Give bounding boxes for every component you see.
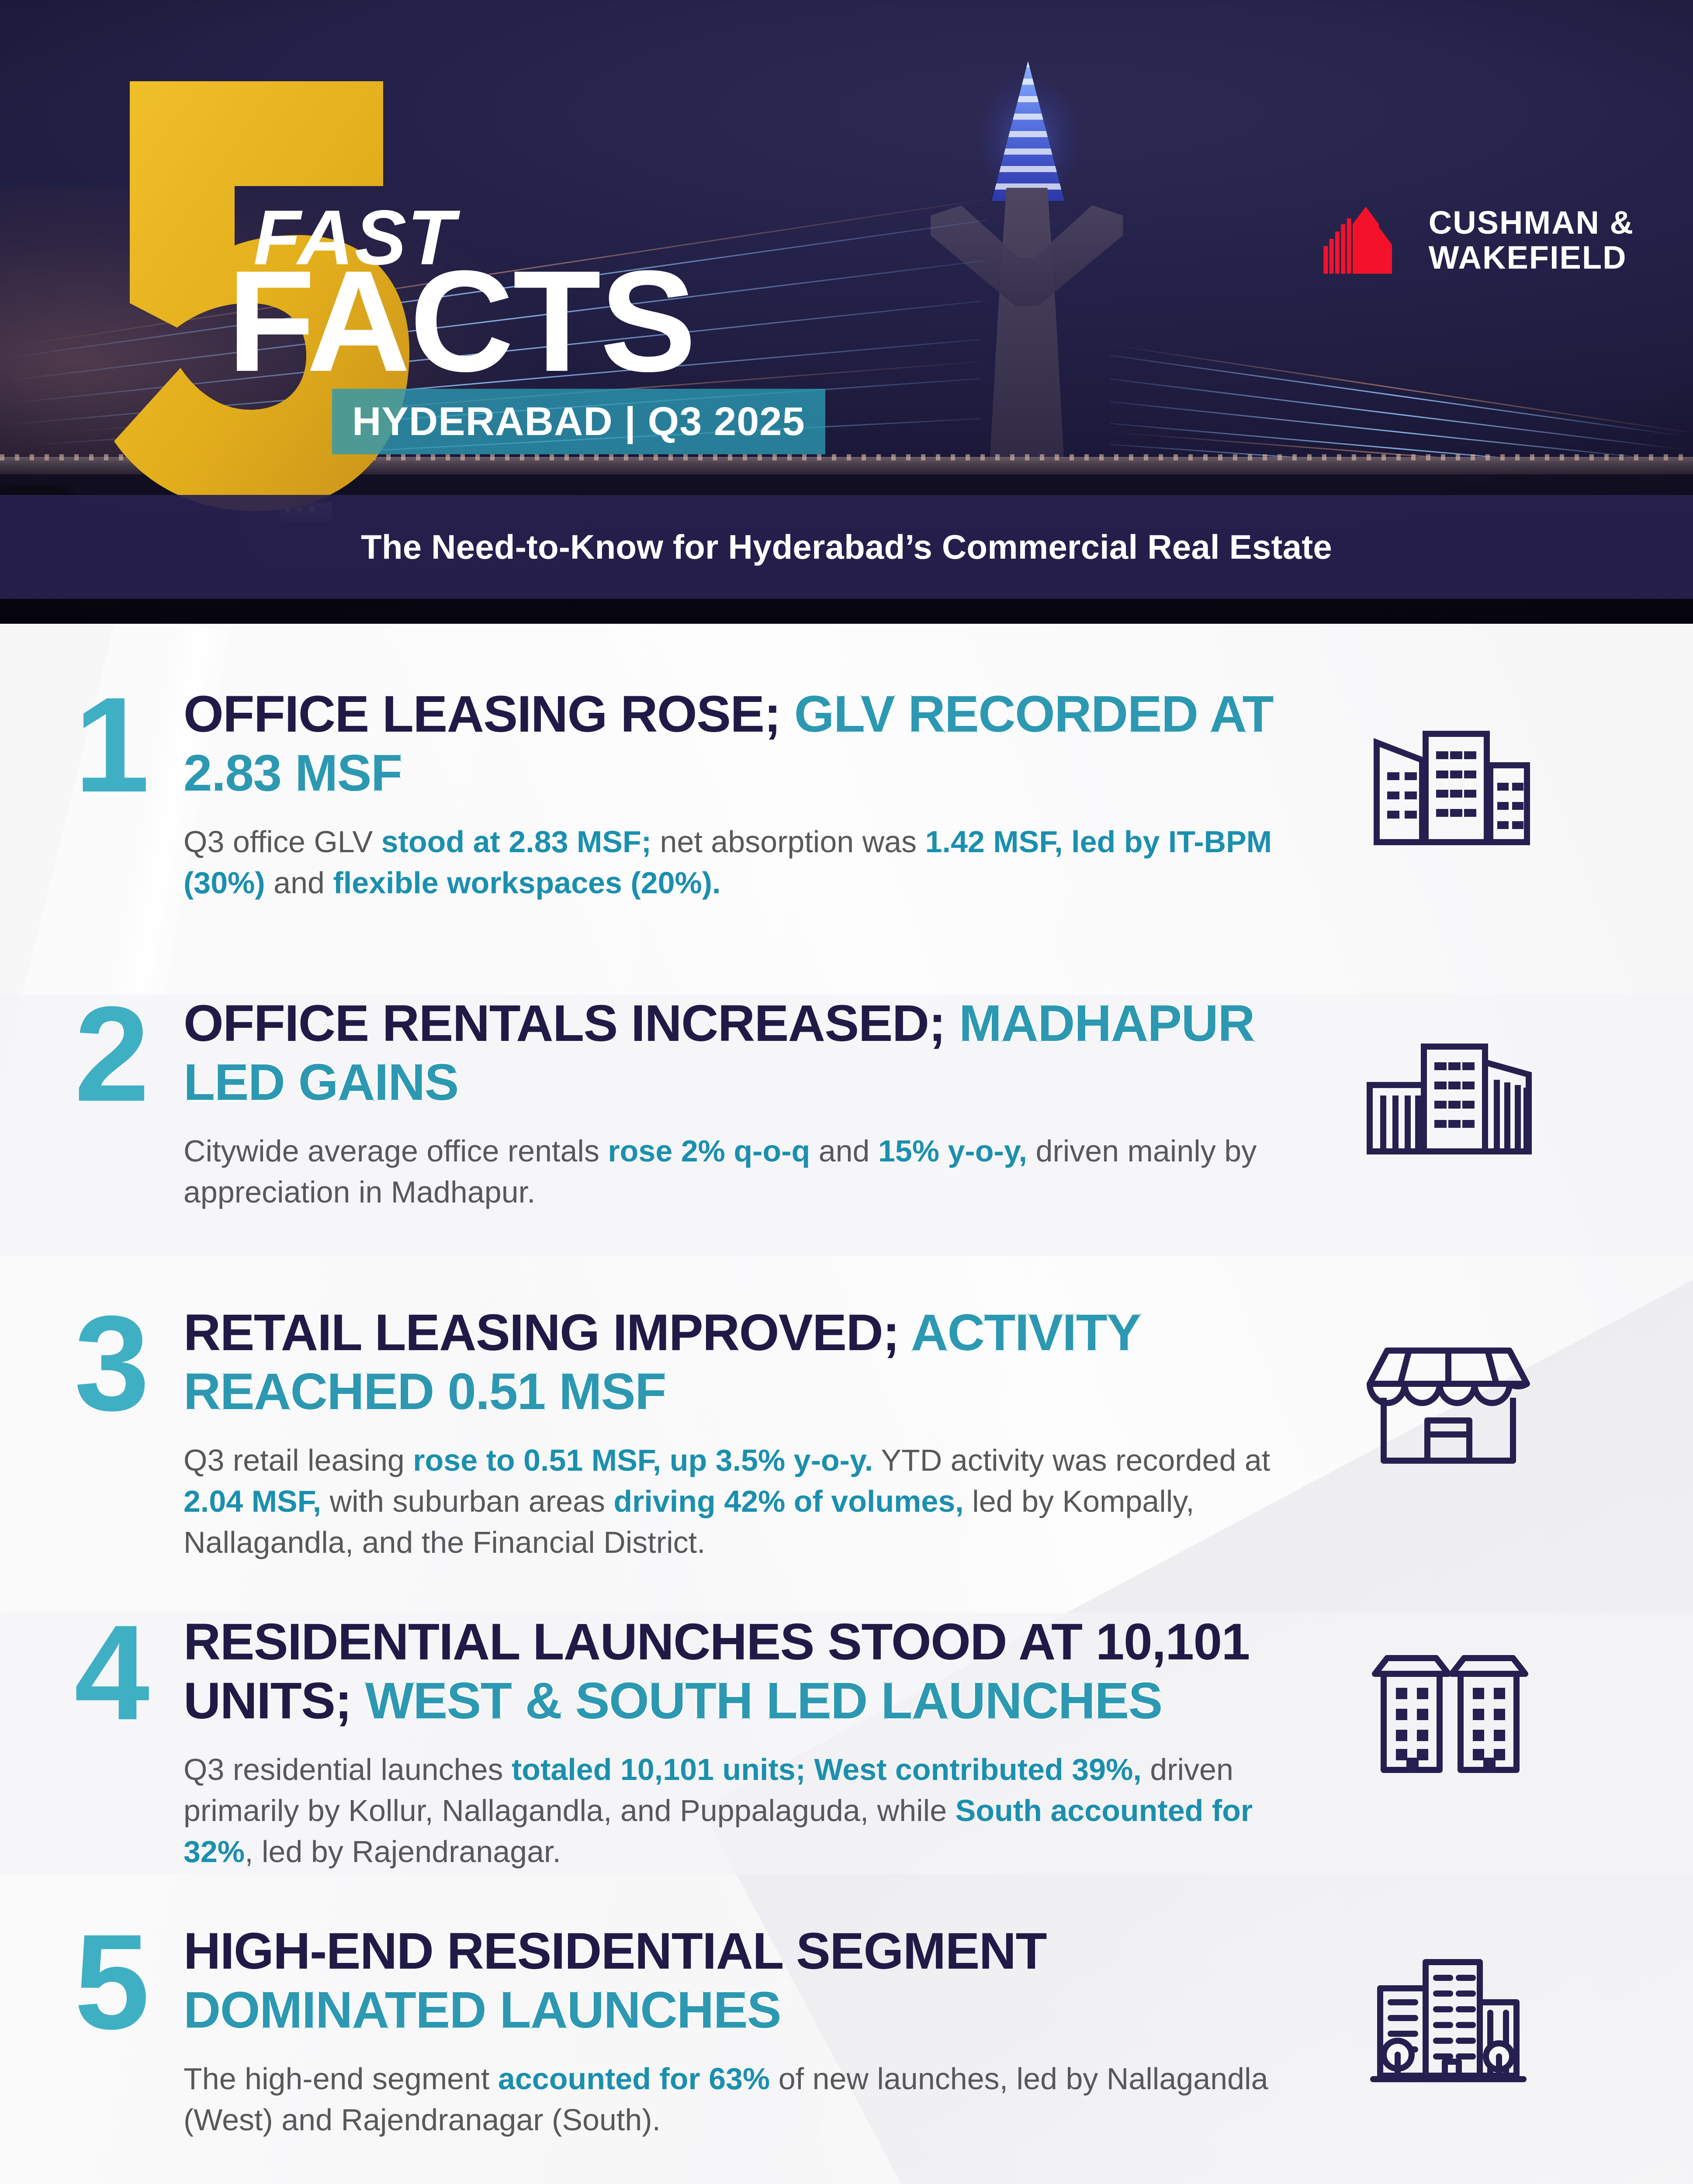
fact-body: HIGH-END RESIDENTIAL SEGMENT DOMINATED L… bbox=[183, 1922, 1354, 2141]
office-buildings-icon bbox=[1354, 685, 1542, 851]
fact-headline-teal: MADHAPUR LED GAINS bbox=[183, 994, 1256, 1112]
fact-description-highlight: flexible workspaces (20%). bbox=[333, 865, 721, 900]
fact-description-text: , led by Rajendranagar. bbox=[245, 1834, 561, 1869]
fact-description-text: YTD activity was recorded at bbox=[873, 1443, 1271, 1478]
fact-headline-dark: OFFICE RENTALS INCREASED; bbox=[183, 995, 946, 1052]
fact-description: Citywide average office rentals rose 2% … bbox=[183, 1131, 1302, 1213]
residential-towers-icon bbox=[1354, 1613, 1542, 1779]
fact-item: 4 RESIDENTIAL LAUNCHES STOOD AT 10,101 UN… bbox=[0, 1597, 1693, 1875]
fact-description-highlight: accounted for 63% bbox=[498, 2062, 770, 2096]
fact-item: 1 OFFICE LEASING ROSE; GLV RECORDED AT 2.… bbox=[0, 669, 1693, 947]
fact-description-text: net absorption was bbox=[651, 825, 925, 859]
fact-description-highlight: stood at 2.83 MSF; bbox=[381, 825, 652, 859]
fact-description-text: The high-end segment bbox=[183, 2062, 498, 2096]
fact-description-text: and bbox=[265, 865, 333, 900]
fact-item: 3 RETAIL LEASING IMPROVED; ACTIVITY REACH… bbox=[0, 1287, 1693, 1565]
fact-headline-teal: WEST & SOUTH LED LAUNCHES bbox=[364, 1671, 1163, 1730]
fact-headline-dark: RESIDENTIAL LAUNCHES STOOD AT 10,101 UNI… bbox=[183, 1613, 1250, 1730]
hero-facts-word: FACTS bbox=[227, 240, 696, 401]
fact-description: The high-end segment accounted for 63% o… bbox=[183, 2059, 1302, 2141]
fact-description-text: and bbox=[810, 1134, 878, 1168]
subtitle-text: The Need-to-Know for Hyderabad’s Commerc… bbox=[361, 527, 1332, 566]
fact-headline-teal: DOMINATED LAUNCHES bbox=[183, 1980, 782, 2039]
fact-headline: HIGH-END RESIDENTIAL SEGMENT DOMINATED L… bbox=[183, 1922, 1302, 2039]
fact-description-text: driven mainly by appreciation in Madhapu… bbox=[183, 1134, 1257, 1209]
fact-description-highlight: totaled 10,101 units; West contributed 3… bbox=[512, 1752, 1142, 1787]
fact-description-text: driven primarily by Kollur, Nallagandla,… bbox=[183, 1752, 1233, 1828]
cushman-wakefield-logo: CUSHMAN & WAKEFIELD bbox=[1322, 205, 1634, 275]
fact-headline: OFFICE RENTALS INCREASED; MADHAPUR LED G… bbox=[183, 994, 1302, 1112]
fact-description-highlight: 15% y-o-y, bbox=[878, 1134, 1027, 1168]
bridge-deck-lights bbox=[0, 454, 1693, 460]
fact-description-highlight: rose 2% q-o-q bbox=[608, 1134, 810, 1168]
fact-description-text: Q3 residential launches bbox=[183, 1752, 512, 1787]
fact-description-text: Citywide average office rentals bbox=[183, 1134, 608, 1168]
fact-body: RESIDENTIAL LAUNCHES STOOD AT 10,101 UNI… bbox=[183, 1613, 1354, 1872]
fact-description-highlight: 1.42 MSF, led by IT-BPM (30%) bbox=[183, 825, 1272, 900]
fact-description-text: Q3 office GLV bbox=[183, 825, 381, 859]
location-quarter-badge: HYDERABAD | Q3 2025 bbox=[332, 389, 825, 454]
highrise-with-trees-icon bbox=[1354, 1922, 1542, 2088]
facts-section: 1 OFFICE LEASING ROSE; GLV RECORDED AT 2.… bbox=[0, 624, 1693, 2184]
badge-label: HYDERABAD | Q3 2025 bbox=[352, 399, 805, 444]
fact-headline-teal: ACTIVITY REACHED 0.51 MSF bbox=[183, 1303, 1141, 1421]
fact-item: 5 HIGH-END RESIDENTIAL SEGMENT DOMINATED … bbox=[0, 1906, 1693, 2184]
fact-body: OFFICE RENTALS INCREASED; MADHAPUR LED G… bbox=[183, 994, 1354, 1213]
city-skyline-icon bbox=[1354, 994, 1542, 1160]
fact-headline-dark: OFFICE LEASING ROSE; bbox=[183, 685, 781, 743]
fact-number: 5 bbox=[74, 1906, 149, 2057]
fact-headline: RESIDENTIAL LAUNCHES STOOD AT 10,101 UNI… bbox=[183, 1613, 1302, 1730]
logo-line-1: CUSHMAN & bbox=[1428, 204, 1634, 241]
fact-headline: RETAIL LEASING IMPROVED; ACTIVITY REACHE… bbox=[183, 1303, 1302, 1421]
fact-description: Q3 retail leasing rose to 0.51 MSF, up 3… bbox=[183, 1440, 1302, 1563]
fact-description-text: Q3 retail leasing bbox=[183, 1443, 413, 1478]
fact-description-highlight: 2.04 MSF, bbox=[183, 1484, 322, 1518]
fact-number: 3 bbox=[74, 1287, 149, 1439]
logo-line-2: WAKEFIELD bbox=[1428, 239, 1627, 276]
cw-logo-wordmark: CUSHMAN & WAKEFIELD bbox=[1429, 205, 1634, 275]
facts-list: 1 OFFICE LEASING ROSE; GLV RECORDED AT 2.… bbox=[0, 624, 1693, 2184]
fact-description: Q3 residential launches totaled 10,101 u… bbox=[183, 1749, 1302, 1872]
fact-description: Q3 office GLV stood at 2.83 MSF; net abs… bbox=[183, 822, 1302, 904]
fact-description-highlight: driving 42% of volumes, bbox=[613, 1484, 964, 1518]
hero-banner: FAST FACTS HYDERABAD | Q3 2025 CUSHMAN bbox=[0, 0, 1693, 624]
fact-description-highlight: South accounted for 32% bbox=[183, 1793, 1253, 1869]
fact-headline-dark: RETAIL LEASING IMPROVED; bbox=[183, 1304, 900, 1362]
fact-number: 4 bbox=[74, 1597, 149, 1748]
storefront-icon bbox=[1354, 1303, 1542, 1469]
fact-number: 1 bbox=[74, 669, 149, 820]
fact-description-highlight: rose to 0.51 MSF, up 3.5% y-o-y. bbox=[413, 1443, 873, 1478]
fact-headline-teal: GLV RECORDED AT 2.83 MSF bbox=[183, 685, 1274, 803]
fact-description-text: with suburban areas bbox=[321, 1484, 614, 1518]
fact-description-text: led by Kompally, Nallagandla, and the Fi… bbox=[183, 1484, 1194, 1559]
fact-body: OFFICE LEASING ROSE; GLV RECORDED AT 2.8… bbox=[183, 685, 1354, 904]
fact-item: 2 OFFICE RENTALS INCREASED; MADHAPUR LED … bbox=[0, 978, 1693, 1256]
fact-description-text: of new launches, led by Nallagandla (Wes… bbox=[183, 2062, 1268, 2137]
subtitle-band: The Need-to-Know for Hyderabad’s Commerc… bbox=[0, 495, 1693, 599]
fact-headline: OFFICE LEASING ROSE; GLV RECORDED AT 2.8… bbox=[183, 685, 1302, 803]
fact-number: 2 bbox=[74, 978, 149, 1130]
fact-headline-dark: HIGH-END RESIDENTIAL SEGMENT bbox=[183, 1922, 1047, 1980]
fact-body: RETAIL LEASING IMPROVED; ACTIVITY REACHE… bbox=[183, 1303, 1354, 1563]
hero-fast-word: FAST bbox=[253, 194, 456, 281]
cw-building-mark-icon bbox=[1323, 207, 1392, 274]
